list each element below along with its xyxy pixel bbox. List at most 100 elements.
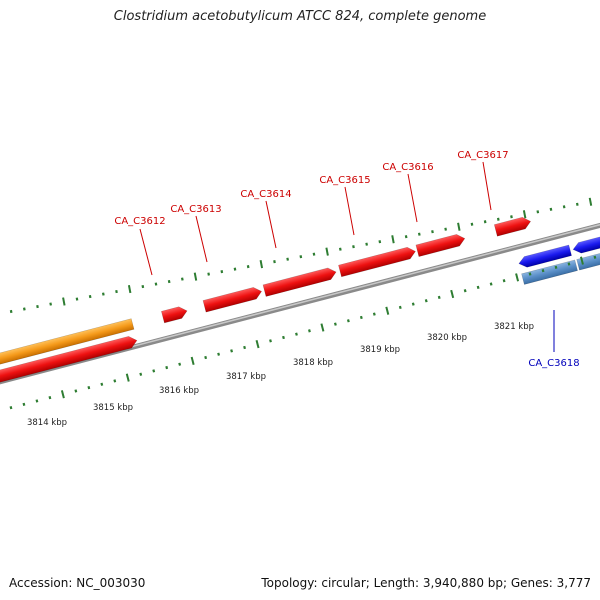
- gene-arrow-CA_C3618: [518, 244, 572, 268]
- tick-mark-upper: [62, 297, 66, 306]
- gene-bar-CA_C3618: [521, 259, 578, 285]
- tick-mark-lower: [22, 402, 26, 406]
- tick-mark-lower: [554, 265, 558, 269]
- tick-mark-lower: [35, 399, 39, 403]
- gene-label: CA_C3612: [114, 216, 165, 227]
- tick-mark-upper: [127, 284, 132, 294]
- tick-mark-upper: [431, 230, 434, 234]
- tick-mark-upper: [536, 210, 540, 214]
- tick-mark-upper: [457, 222, 461, 231]
- gene-arrow-forward: [0, 336, 138, 416]
- scale-label: 3815 kbp: [93, 403, 133, 413]
- gene-leader-line: [139, 228, 153, 276]
- tick-mark-lower: [385, 306, 390, 315]
- gene-leader-line: [195, 215, 208, 263]
- gene-label: CA_C3618: [528, 358, 579, 369]
- tick-mark-lower: [541, 269, 545, 273]
- tick-mark-lower: [437, 295, 441, 300]
- gene-leader-line: [407, 173, 418, 223]
- gene-label: CA_C3613: [170, 204, 221, 215]
- tick-mark-lower: [450, 289, 455, 299]
- tick-mark-upper: [101, 292, 105, 296]
- tick-mark-upper: [444, 227, 447, 231]
- scale-label: 3818 kbp: [293, 358, 333, 368]
- tick-mark-lower: [165, 365, 169, 370]
- tick-mark-upper: [588, 197, 593, 206]
- tick-mark-upper: [522, 210, 527, 219]
- tick-mark-upper: [233, 267, 237, 271]
- tick-mark-upper: [154, 282, 158, 286]
- tick-mark-upper: [141, 284, 145, 289]
- tick-mark-lower: [320, 323, 325, 332]
- gene-bar-reverse: [576, 238, 600, 271]
- tick-mark-upper: [562, 205, 566, 209]
- gene-arrow-reverse: [572, 222, 600, 254]
- genome-backbone-highlight: [0, 175, 600, 430]
- tick-mark-upper: [510, 215, 513, 219]
- tick-mark-lower: [528, 272, 532, 276]
- gene-leader-line: [344, 186, 355, 236]
- tick-mark-lower: [152, 369, 156, 373]
- tick-mark-lower: [204, 355, 208, 360]
- tick-mark-upper: [193, 272, 198, 281]
- tick-mark-lower: [515, 273, 520, 282]
- tick-mark-lower: [593, 255, 597, 259]
- gene-label: CA_C3615: [319, 175, 370, 186]
- tick-mark-lower: [476, 285, 480, 290]
- genome-summary: Topology: circular; Length: 3,940,880 bp…: [261, 576, 591, 590]
- tick-mark-upper: [404, 235, 408, 239]
- tick-mark-lower: [230, 349, 233, 353]
- tick-mark-lower: [60, 390, 65, 399]
- tick-mark-upper: [286, 257, 289, 261]
- scale-label: 3814 kbp: [27, 418, 67, 428]
- tick-mark-lower: [359, 315, 363, 320]
- tick-mark-lower: [308, 329, 311, 333]
- scale-label: 3820 kbp: [427, 333, 467, 343]
- scale-label: 3821 kbp: [494, 322, 534, 332]
- tick-mark-upper: [575, 202, 579, 206]
- tick-mark-upper: [75, 297, 79, 301]
- tick-mark-upper: [115, 289, 118, 294]
- gene-arrow-CA_C3613: [202, 287, 262, 313]
- tick-mark-upper: [246, 265, 250, 269]
- tick-mark-lower: [100, 382, 104, 386]
- tick-mark-upper: [273, 260, 276, 264]
- tick-mark-upper: [325, 247, 329, 256]
- tick-mark-lower: [489, 282, 493, 286]
- tick-mark-upper: [378, 240, 382, 244]
- tick-mark-lower: [295, 332, 298, 336]
- tick-mark-upper: [88, 294, 92, 299]
- tick-mark-upper: [167, 280, 171, 284]
- tick-mark-upper: [470, 222, 474, 226]
- gene-arrow-CA_C3612: [161, 306, 188, 324]
- tick-mark-upper: [207, 272, 210, 276]
- scale-label: 3816 kbp: [159, 386, 199, 396]
- gene-leader-line: [482, 161, 492, 211]
- tick-mark-upper: [496, 217, 500, 221]
- tick-mark-lower: [9, 406, 13, 410]
- tick-mark-upper: [36, 304, 39, 309]
- tick-mark-upper: [220, 270, 224, 274]
- gene-leader-line: [265, 200, 277, 249]
- tick-mark-lower: [269, 339, 272, 343]
- tick-mark-lower: [113, 379, 117, 383]
- genome-title: Clostridium acetobutylicum ATCC 824, com…: [113, 9, 487, 24]
- tick-mark-lower: [372, 312, 376, 316]
- tick-mark-upper: [22, 307, 26, 311]
- tick-mark-lower: [502, 279, 506, 283]
- accession-label: Accession: NC_003030: [9, 576, 146, 590]
- tick-mark-lower: [87, 385, 91, 390]
- gene-label: CA_C3617: [457, 150, 508, 161]
- gene-label: CA_C3614: [240, 189, 291, 200]
- tick-mark-lower: [411, 302, 415, 306]
- tick-mark-lower: [243, 345, 246, 350]
- tick-mark-upper: [365, 242, 368, 246]
- tick-mark-lower: [74, 389, 78, 393]
- tick-mark-upper: [417, 232, 421, 236]
- tick-mark-upper: [9, 309, 13, 314]
- tick-mark-upper: [312, 252, 316, 256]
- tick-mark-lower: [282, 335, 285, 340]
- tick-mark-upper: [352, 245, 355, 249]
- tick-mark-lower: [579, 256, 584, 265]
